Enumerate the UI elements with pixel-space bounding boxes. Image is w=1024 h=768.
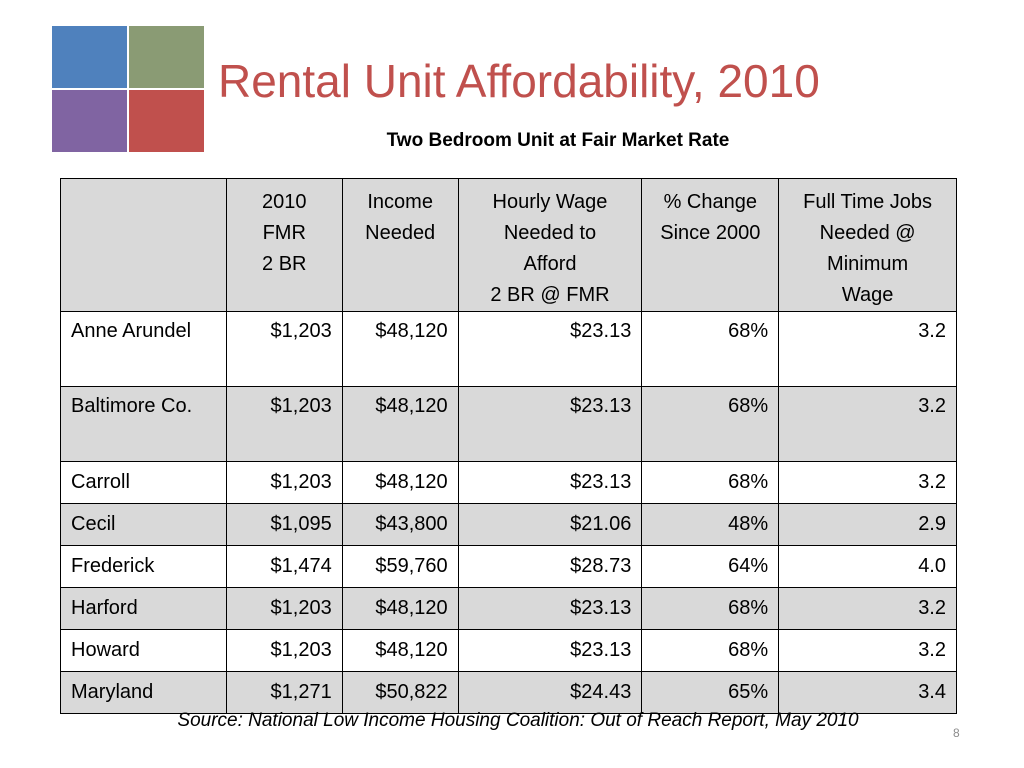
table-row: Anne Arundel $1,203 $48,120 $23.13 68% 3…: [60, 311, 957, 387]
cell-fmr: $1,203: [225, 587, 343, 630]
cell-income: $48,120: [341, 461, 459, 504]
cell-hourly-wage: $23.13: [457, 461, 643, 504]
row-label: Anne Arundel: [60, 311, 227, 387]
header-cell-jobs: Full Time Jobs Needed @ Minimum Wage: [778, 178, 957, 312]
cell-hourly-wage: $21.06: [457, 503, 643, 546]
cell-fmr: $1,203: [225, 386, 343, 462]
header-cell-change: % Change Since 2000: [641, 178, 780, 312]
slide-title: Rental Unit Affordability, 2010: [218, 55, 820, 107]
cell-jobs: 3.2: [778, 386, 957, 462]
cell-hourly-wage: $28.73: [457, 545, 643, 588]
logo-square-purple: [52, 90, 127, 152]
cell-fmr: $1,203: [225, 461, 343, 504]
table-row: Frederick $1,474 $59,760 $28.73 64% 4.0: [60, 545, 957, 588]
cell-change: 68%: [641, 587, 780, 630]
cell-jobs: 4.0: [778, 545, 957, 588]
cell-hourly-wage: $23.13: [457, 386, 643, 462]
table-row: Cecil $1,095 $43,800 $21.06 48% 2.9: [60, 503, 957, 546]
logo-square-red: [129, 90, 204, 152]
page-number: 8: [953, 726, 960, 740]
cell-change: 65%: [641, 671, 780, 714]
cell-jobs: 2.9: [778, 503, 957, 546]
cell-jobs: 3.2: [778, 311, 957, 387]
cell-jobs: 3.4: [778, 671, 957, 714]
table-row: Carroll $1,203 $48,120 $23.13 68% 3.2: [60, 461, 957, 504]
cell-fmr: $1,203: [225, 629, 343, 672]
cell-hourly-wage: $23.13: [457, 629, 643, 672]
cell-fmr: $1,203: [225, 311, 343, 387]
cell-jobs: 3.2: [778, 461, 957, 504]
cell-change: 48%: [641, 503, 780, 546]
cell-hourly-wage: $23.13: [457, 587, 643, 630]
cell-change: 68%: [641, 311, 780, 387]
row-label: Cecil: [60, 503, 227, 546]
row-label: Harford: [60, 587, 227, 630]
cell-fmr: $1,474: [225, 545, 343, 588]
source-note: Source: National Low Income Housing Coal…: [177, 710, 859, 731]
table-row: Baltimore Co. $1,203 $48,120 $23.13 68% …: [60, 386, 957, 462]
cell-income: $48,120: [341, 629, 459, 672]
table-row: Harford $1,203 $48,120 $23.13 68% 3.2: [60, 587, 957, 630]
table-row: Maryland $1,271 $50,822 $24.43 65% 3.4: [60, 671, 957, 714]
cell-change: 68%: [641, 461, 780, 504]
header-cell-hourly-wage: Hourly Wage Needed to Afford 2 BR @ FMR: [457, 178, 643, 312]
cell-fmr: $1,271: [225, 671, 343, 714]
row-label: Baltimore Co.: [60, 386, 227, 462]
logo-square-green: [129, 26, 204, 88]
row-label: Howard: [60, 629, 227, 672]
cell-fmr: $1,095: [225, 503, 343, 546]
row-label: Carroll: [60, 461, 227, 504]
affordability-table: 2010 FMR 2 BR Income Needed Hourly Wage …: [60, 178, 957, 714]
row-label: Frederick: [60, 545, 227, 588]
cell-income: $43,800: [341, 503, 459, 546]
cell-income: $50,822: [341, 671, 459, 714]
logo-square-blue: [52, 26, 127, 88]
cell-income: $48,120: [341, 587, 459, 630]
cell-hourly-wage: $24.43: [457, 671, 643, 714]
cell-jobs: 3.2: [778, 587, 957, 630]
cell-income: $48,120: [341, 386, 459, 462]
header-cell-fmr: 2010 FMR 2 BR: [225, 178, 343, 312]
row-label: Maryland: [60, 671, 227, 714]
header-cell-blank: [60, 178, 227, 312]
slide-subtitle: Two Bedroom Unit at Fair Market Rate: [386, 130, 730, 151]
cell-income: $48,120: [341, 311, 459, 387]
cell-jobs: 3.2: [778, 629, 957, 672]
table-header-row: 2010 FMR 2 BR Income Needed Hourly Wage …: [60, 178, 957, 312]
logo-squares: [52, 26, 204, 152]
table-row: Howard $1,203 $48,120 $23.13 68% 3.2: [60, 629, 957, 672]
cell-change: 68%: [641, 386, 780, 462]
cell-hourly-wage: $23.13: [457, 311, 643, 387]
cell-change: 64%: [641, 545, 780, 588]
header-cell-income: Income Needed: [341, 178, 459, 312]
cell-change: 68%: [641, 629, 780, 672]
cell-income: $59,760: [341, 545, 459, 588]
